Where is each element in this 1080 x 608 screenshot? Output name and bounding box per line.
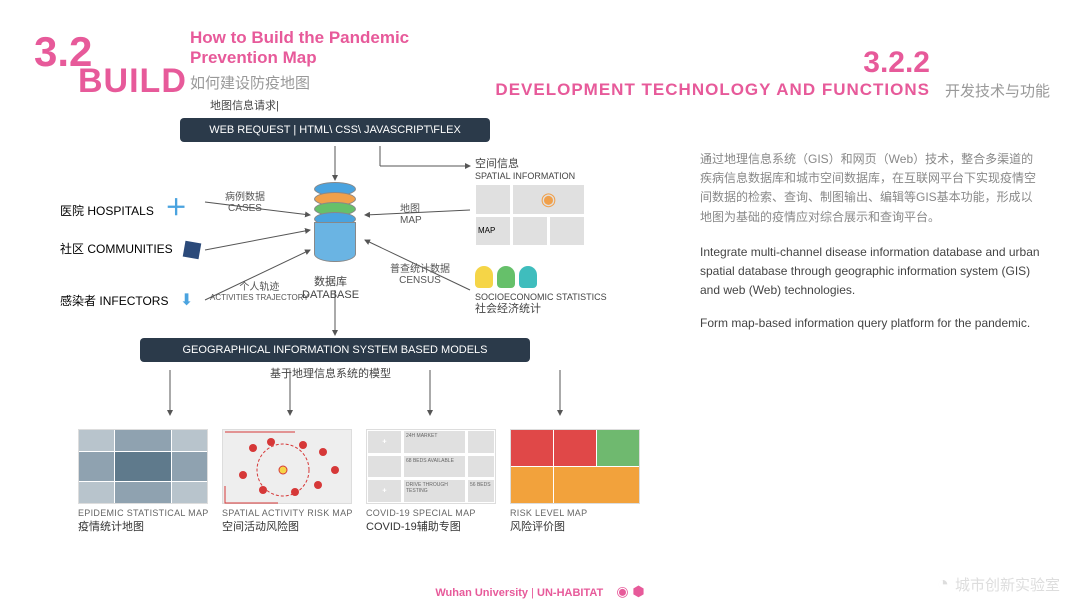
- thumb-risk: SPATIAL ACTIVITY RISK MAP 空间活动风险图: [222, 429, 353, 534]
- arrow-label-trajectory: 个人轨迹ACTIVITIES TRAJECTORY: [210, 278, 309, 302]
- census-label: 普查统计数据CENSUS: [390, 260, 450, 286]
- title-en: How to Build the Pandemic Prevention Map: [190, 28, 409, 69]
- spatial-info-label: 空间信息SPATIAL INFORMATION: [475, 158, 575, 182]
- header: 3.2 BUILD How to Build the Pandemic Prev…: [0, 18, 1080, 98]
- description-en-1: Integrate multi-channel disease informat…: [700, 243, 1040, 301]
- logo-icon: ◉ ⬢: [616, 583, 644, 599]
- source-infectors: 感染者 INFECTORS ⬇: [60, 290, 193, 310]
- thumb-risklevel: RISK LEVEL MAP 风险评价图: [510, 429, 640, 534]
- footer: Wuhan University | UN-HABITAT ◉ ⬢: [0, 583, 1080, 600]
- plus-icon: ＋: [165, 195, 187, 220]
- gis-bar: GEOGRAPHICAL INFORMATION SYSTEM BASED MO…: [140, 338, 530, 362]
- cube-icon: [183, 241, 202, 260]
- title-cn: 如何建设防疫地图: [190, 72, 310, 93]
- thumb-epidemic: EPIDEMIC STATISTICAL MAP 疫情统计地图: [78, 429, 209, 534]
- map-tile-icon: ◉ MAP: [475, 184, 585, 246]
- description-cn: 通过地理信息系统（GIS）和网页（Web）技术，整合多渠道的疾病信息数据库和城市…: [700, 150, 1040, 227]
- source-communities: 社区 COMMUNITIES: [60, 240, 200, 258]
- wechat-icon: ◔: [937, 573, 949, 596]
- watermark: ◔ 城市创新实验室: [937, 573, 1060, 596]
- section-number-right: 3.2.2: [863, 46, 930, 80]
- pin-icon: ◉: [541, 189, 557, 210]
- gis-label-cn: 基于地理信息系统的模型: [270, 368, 391, 381]
- socio-label: SOCIOECONOMIC STATISTICS社会经济统计: [475, 292, 607, 316]
- thumb-covid: ✚ 24H MARKET 68 BEDS AVAILABLE ✚ DRIVE T…: [366, 429, 496, 534]
- cylinder-icons: [475, 266, 537, 288]
- flow-diagram: 地图信息请求| WEB REQUEST | HTML\ CSS\ JAVASCR…: [30, 100, 680, 570]
- subtitle-cn: 开发技术与功能: [945, 80, 1050, 101]
- arrow-label-cases: 病例数据CASES: [225, 188, 265, 214]
- build-label: BUILD: [78, 62, 187, 101]
- database-label: 数据库DATABASE: [302, 276, 359, 302]
- map-arrow-label: 地图MAP: [400, 200, 422, 226]
- subtitle-en: DEVELOPMENT TECHNOLOGY AND FUNCTIONS: [495, 80, 930, 100]
- person-icon: ⬇: [180, 292, 193, 309]
- description-en-2: Form map-based information query platfor…: [700, 314, 1040, 333]
- source-hospitals: 医院 HOSPITALS ＋: [60, 190, 187, 222]
- database-icon: [314, 182, 356, 262]
- description-panel: 通过地理信息系统（GIS）和网页（Web）技术，整合多渠道的疾病信息数据库和城市…: [700, 150, 1040, 348]
